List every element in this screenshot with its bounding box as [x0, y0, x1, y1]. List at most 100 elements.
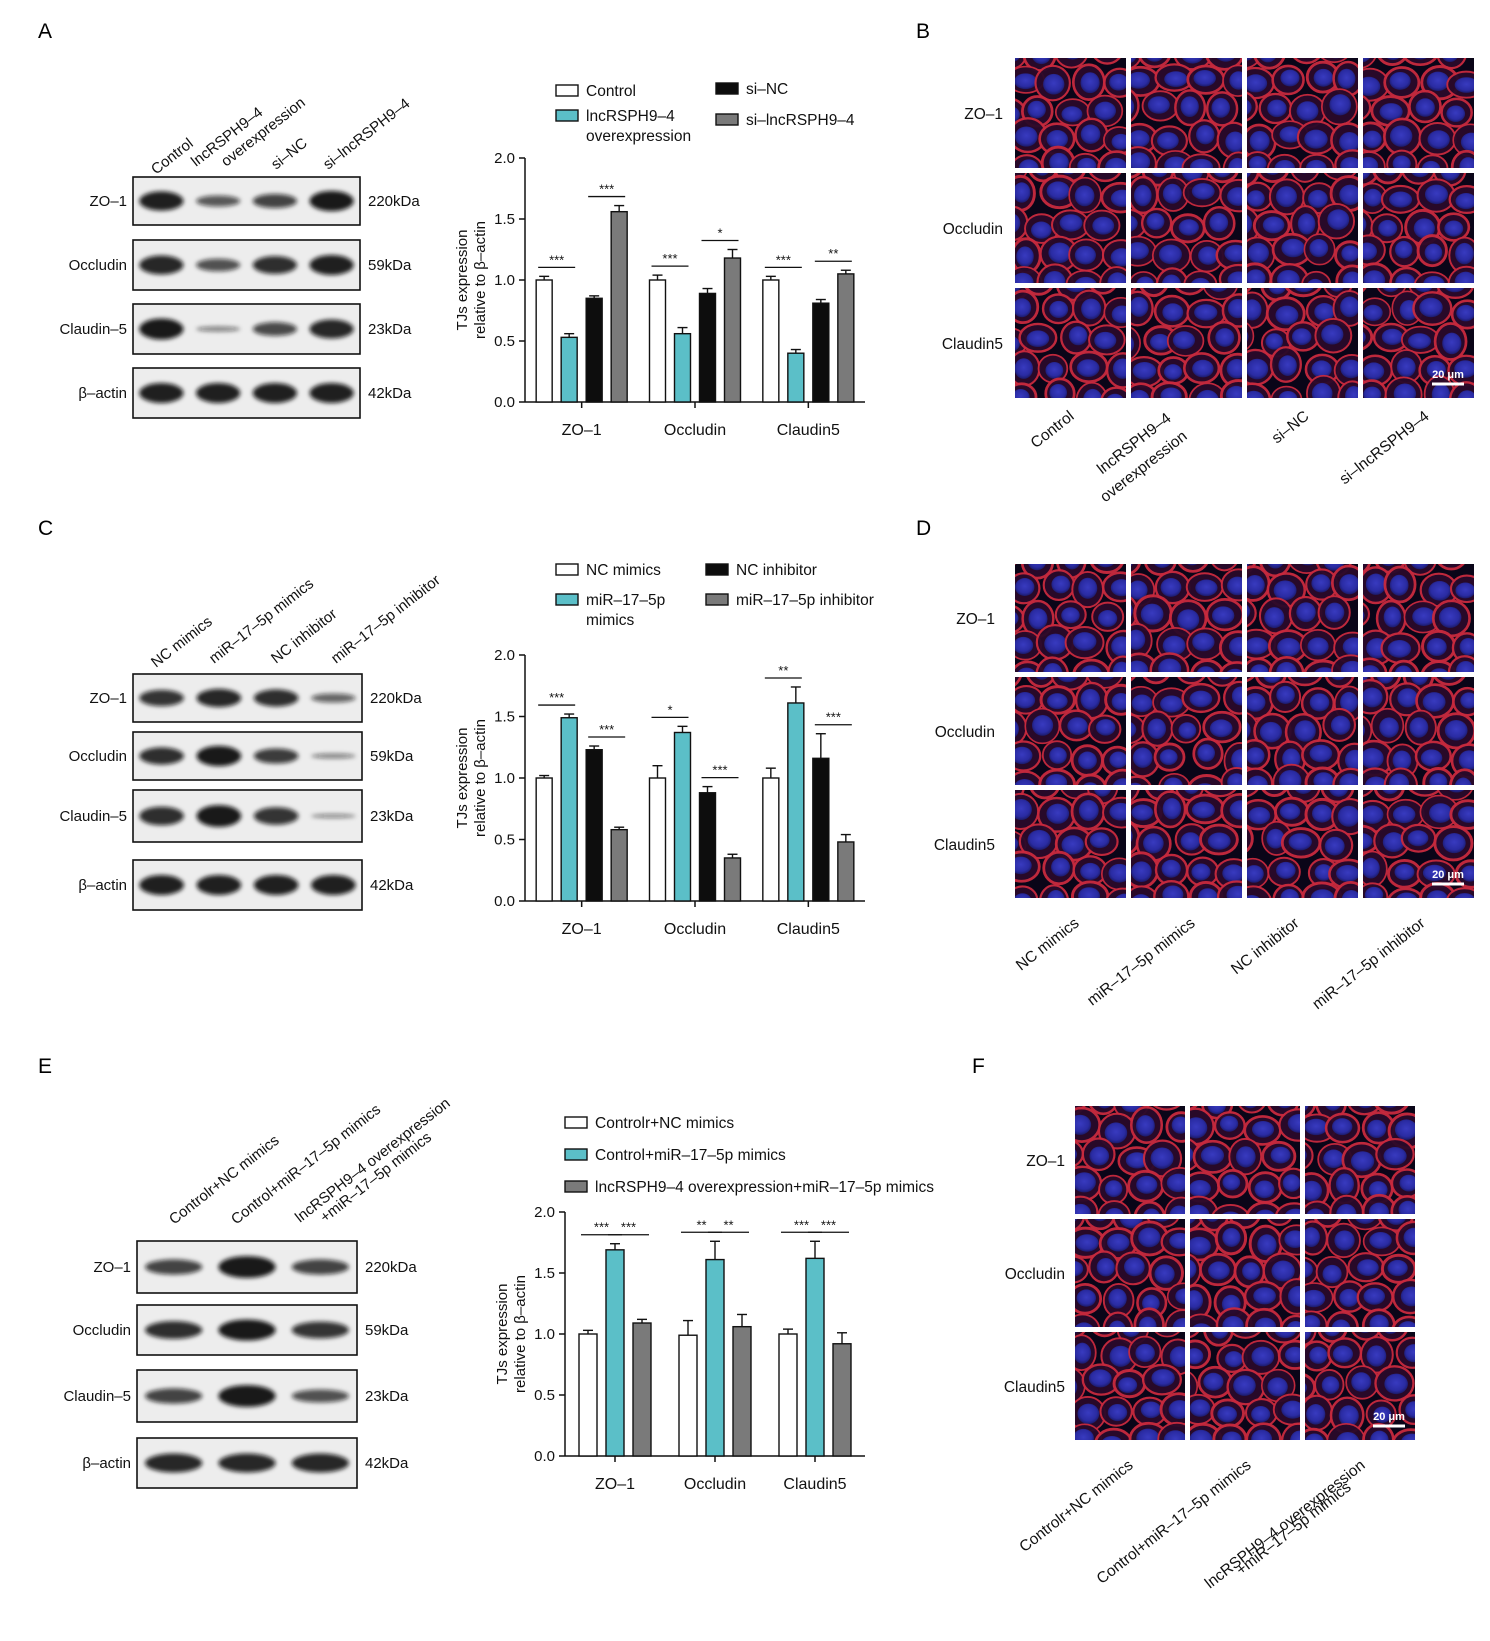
- cell-nucleus: [1131, 215, 1138, 232]
- cell-nucleus: [1305, 1261, 1313, 1278]
- cell-membrane: [1030, 790, 1060, 800]
- cell-nucleus: [1178, 219, 1199, 236]
- cell-nucleus: [1306, 1404, 1326, 1425]
- cell-nucleus: [1282, 748, 1301, 770]
- cell-nucleus: [1190, 1259, 1197, 1279]
- cell-nucleus: [1304, 129, 1328, 149]
- cell-membrane: [1074, 773, 1107, 785]
- cell-nucleus: [1194, 304, 1218, 321]
- legend-label: miR–17–5p: [586, 592, 665, 609]
- cell-nucleus: [1164, 71, 1188, 87]
- y-tick-label: 1.5: [494, 211, 515, 228]
- significance-label: **: [828, 246, 838, 261]
- bar: [762, 777, 780, 902]
- cell-membrane: [1190, 1313, 1220, 1327]
- cell-nucleus: [1241, 1219, 1251, 1221]
- cell-nucleus: [1162, 635, 1186, 656]
- cell-nucleus: [1324, 602, 1345, 623]
- cell-nucleus: [1196, 666, 1216, 672]
- cell-nucleus: [1093, 790, 1112, 797]
- cell-nucleus: [1288, 833, 1312, 851]
- cell-layer: [1015, 564, 1126, 672]
- protein-label: β–actin: [82, 1455, 131, 1472]
- cell-nucleus: [1454, 777, 1472, 785]
- cell-nucleus: [1454, 360, 1474, 378]
- cell-nucleus: [1198, 246, 1219, 265]
- cell-nucleus: [1131, 861, 1152, 882]
- cell-membrane: [1257, 173, 1289, 184]
- cell-nucleus: [1075, 1234, 1099, 1252]
- cell-nucleus: [1365, 573, 1386, 595]
- cell-membrane: [1092, 1332, 1117, 1338]
- cell-membrane: [1177, 564, 1209, 573]
- cell-nucleus: [1444, 288, 1465, 293]
- cell-nucleus: [1131, 71, 1150, 89]
- cell-nucleus: [1363, 76, 1381, 97]
- cell-membrane: [1015, 58, 1027, 70]
- cell-nucleus: [1061, 106, 1083, 123]
- cell-nucleus: [1247, 74, 1268, 93]
- cell-nucleus: [1399, 1174, 1415, 1192]
- cell-nucleus: [1200, 1146, 1225, 1165]
- cell-membrane: [1154, 1332, 1180, 1338]
- cell-membrane: [1177, 677, 1206, 685]
- kda-label: 59kDa: [370, 748, 414, 765]
- cell-nucleus: [1106, 393, 1124, 398]
- cell-nucleus: [1217, 677, 1231, 680]
- legend-label: si–lncRSPH9–4: [746, 112, 855, 129]
- x-tick-label: ZO–1: [595, 1476, 635, 1493]
- protein-label: ZO–1: [89, 690, 127, 707]
- blot-band: [145, 1388, 203, 1404]
- cell-nucleus: [1075, 1219, 1078, 1222]
- cell-nucleus: [1229, 71, 1242, 90]
- bar: [678, 1334, 698, 1457]
- cell-membrane: [1247, 825, 1254, 853]
- cell-membrane: [1139, 288, 1168, 298]
- cell-nucleus: [1078, 751, 1097, 770]
- cell-membrane: [1093, 58, 1121, 65]
- cell-nucleus: [1175, 1288, 1185, 1305]
- cell-membrane: [1100, 386, 1126, 398]
- cell-layer: [1015, 173, 1126, 283]
- cell-nucleus: [1247, 173, 1251, 178]
- cell-nucleus: [1251, 1120, 1275, 1138]
- cell-nucleus: [1329, 790, 1349, 797]
- cell-nucleus: [1015, 126, 1038, 147]
- cell-nucleus: [1339, 132, 1358, 153]
- cell-nucleus: [1143, 1208, 1160, 1214]
- cell-nucleus: [1307, 278, 1323, 283]
- cell-nucleus: [1325, 1219, 1332, 1220]
- cell-nucleus: [1172, 331, 1195, 350]
- cell-nucleus: [1097, 564, 1114, 568]
- cell-nucleus: [1138, 1316, 1157, 1327]
- cell-nucleus: [1198, 783, 1212, 785]
- cell-nucleus: [1104, 1122, 1128, 1144]
- cell-nucleus: [1015, 856, 1032, 875]
- cell-layer: [1363, 58, 1474, 168]
- legend-swatch: [555, 109, 579, 122]
- cell-nucleus: [1442, 546, 1461, 563]
- cell-nucleus: [1412, 607, 1436, 627]
- x-tick-label: Claudin5: [783, 1476, 846, 1493]
- cell-nucleus: [1184, 790, 1199, 794]
- cell-nucleus: [1247, 775, 1268, 785]
- cell-nucleus: [1296, 101, 1319, 121]
- cell-nucleus: [1076, 359, 1100, 378]
- cell-nucleus: [1393, 383, 1417, 398]
- cell-nucleus: [1203, 1372, 1224, 1391]
- cell-nucleus: [1215, 328, 1235, 347]
- cell-nucleus: [1247, 575, 1265, 596]
- cell-nucleus: [1075, 1428, 1094, 1440]
- significance-label: **: [696, 1217, 706, 1232]
- blot-band: [218, 1385, 276, 1407]
- y-tick-label: 2.0: [494, 647, 515, 664]
- bar: [723, 857, 742, 902]
- y-axis-label: relative to β–actin: [512, 1275, 529, 1393]
- cell-nucleus: [1190, 1384, 1191, 1391]
- cell-nucleus: [1340, 157, 1358, 168]
- cell-nucleus: [1275, 305, 1299, 325]
- cell-nucleus: [1247, 721, 1251, 739]
- cell-nucleus: [1355, 1219, 1376, 1225]
- cell-nucleus: [1168, 1400, 1185, 1420]
- cell-nucleus: [1363, 1287, 1386, 1305]
